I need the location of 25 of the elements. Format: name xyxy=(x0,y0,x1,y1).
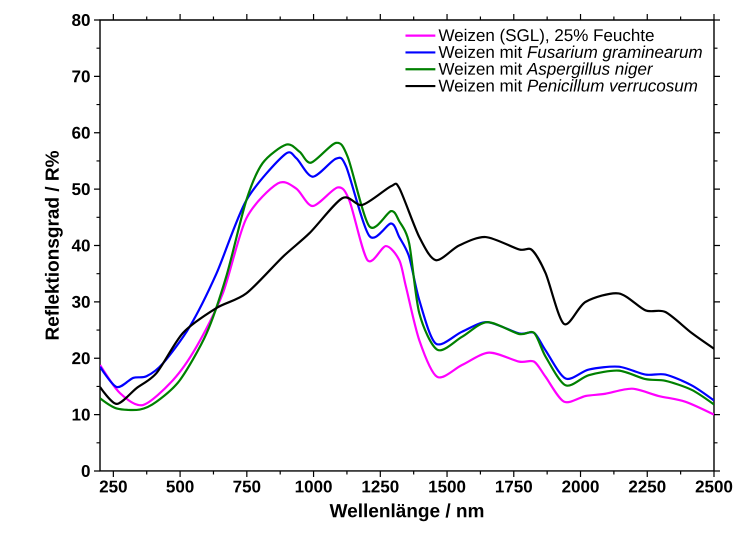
x-tick-label: 2000 xyxy=(562,480,599,493)
x-tick-label: 1500 xyxy=(429,480,466,493)
x-tick-label: 750 xyxy=(233,480,260,493)
x-axis-title: Wellenlänge / nm xyxy=(330,503,484,522)
x-tick-label: 2250 xyxy=(628,480,666,493)
legend-label: Weizen mit Fusarium graminearum xyxy=(438,46,702,62)
legend-label: Weizen mit Aspergillus niger xyxy=(438,62,654,78)
x-tick-label: 250 xyxy=(100,480,127,493)
legend-label: Weizen mit Penicillum verrucosum xyxy=(438,79,698,92)
y-tick-label: 10 xyxy=(72,408,90,421)
y-tick-label: 50 xyxy=(72,183,90,196)
y-tick-label: 0 xyxy=(82,464,90,478)
x-tick-label: 1000 xyxy=(296,480,332,493)
x-tick-label: 500 xyxy=(166,480,194,493)
y-tick-label: 60 xyxy=(72,126,90,139)
y-tick-label: 80 xyxy=(72,14,90,26)
y-tick-label: 40 xyxy=(72,239,90,252)
y-tick-label: 30 xyxy=(72,296,90,308)
x-tick-label: 1250 xyxy=(362,480,399,493)
y-axis-title: Reflektionsgrad / R% xyxy=(44,151,63,340)
y-tick-label: 20 xyxy=(72,352,90,364)
x-tick-label: 1750 xyxy=(496,480,532,493)
legend-label: Weizen (SGL), 25% Feuchte xyxy=(438,28,654,45)
x-tick-label: 2500 xyxy=(696,480,732,493)
y-tick-label: 70 xyxy=(72,70,90,82)
